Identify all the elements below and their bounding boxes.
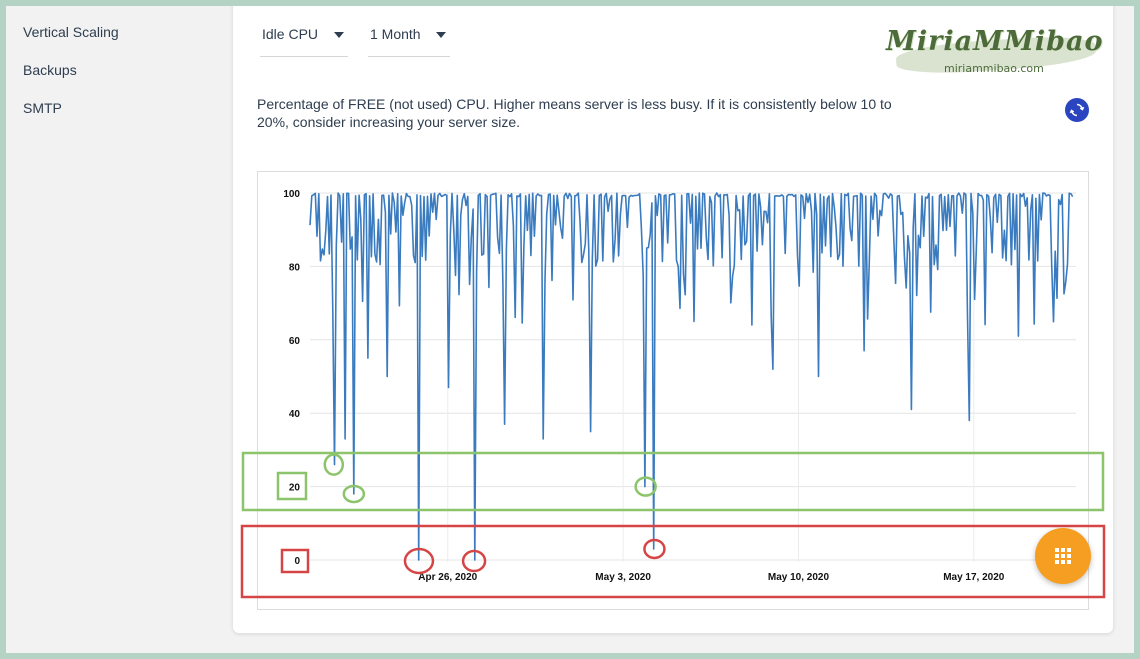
chart-frame [257, 171, 1089, 610]
caret-down-icon [334, 32, 344, 38]
logo-subtext: miriammibao.com [944, 62, 1044, 75]
sidebar-item-vertical-scaling[interactable]: Vertical Scaling [23, 24, 119, 40]
range-select[interactable]: 1 Month [368, 18, 450, 57]
refresh-button[interactable] [1065, 98, 1089, 122]
sidebar-item-smtp[interactable]: SMTP [23, 100, 62, 116]
metric-description: Percentage of FREE (not used) CPU. Highe… [257, 96, 892, 130]
caret-down-icon [436, 32, 446, 38]
metrics-card: Idle CPU 1 Month Percentage of FREE (not… [233, 6, 1113, 633]
sidebar-item-backups[interactable]: Backups [23, 62, 77, 78]
apps-fab-button[interactable] [1035, 528, 1091, 584]
metric-select-value: Idle CPU [262, 26, 319, 42]
metric-select[interactable]: Idle CPU [260, 18, 348, 57]
logo-text: MiriaMMibao [886, 26, 1104, 57]
grid-icon [1055, 548, 1071, 564]
sidebar: Vertical Scaling Backups SMTP [6, 6, 226, 653]
range-select-value: 1 Month [370, 26, 421, 42]
logo-watermark: MiriaMMibao miriammibao.com [886, 24, 1116, 84]
app-window: Vertical Scaling Backups SMTP Idle CPU 1… [6, 6, 1134, 653]
refresh-icon [1069, 103, 1085, 117]
